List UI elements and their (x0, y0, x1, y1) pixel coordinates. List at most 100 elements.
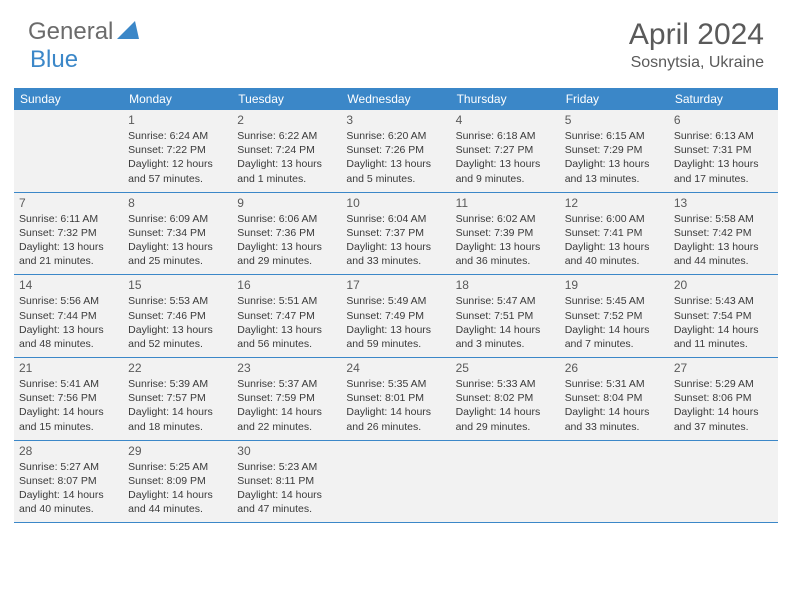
cell-sunrise: Sunrise: 6:06 AM (237, 212, 336, 226)
day-number: 7 (19, 196, 118, 210)
week-row: 21Sunrise: 5:41 AMSunset: 7:56 PMDayligh… (14, 358, 778, 441)
day-cell: 22Sunrise: 5:39 AMSunset: 7:57 PMDayligh… (123, 358, 232, 440)
cell-sunrise: Sunrise: 6:20 AM (346, 129, 445, 143)
cell-day1: Daylight: 14 hours (565, 323, 664, 337)
day-cell: 13Sunrise: 5:58 AMSunset: 7:42 PMDayligh… (669, 193, 778, 275)
day-number: 13 (674, 196, 773, 210)
empty-cell (451, 441, 560, 523)
cell-sunrise: Sunrise: 6:18 AM (456, 129, 555, 143)
cell-day2: and 47 minutes. (237, 502, 336, 516)
cell-sunrise: Sunrise: 5:43 AM (674, 294, 773, 308)
cell-day2: and 44 minutes. (674, 254, 773, 268)
cell-sunset: Sunset: 7:26 PM (346, 143, 445, 157)
cell-day1: Daylight: 13 hours (456, 240, 555, 254)
cell-day1: Daylight: 13 hours (565, 240, 664, 254)
cell-sunset: Sunset: 7:51 PM (456, 309, 555, 323)
day-number: 11 (456, 196, 555, 210)
day-header-sunday: Sunday (14, 88, 123, 110)
cell-day1: Daylight: 14 hours (128, 405, 227, 419)
cell-day1: Daylight: 13 hours (128, 323, 227, 337)
cell-day1: Daylight: 13 hours (346, 240, 445, 254)
cell-day2: and 17 minutes. (674, 172, 773, 186)
day-cell: 4Sunrise: 6:18 AMSunset: 7:27 PMDaylight… (451, 110, 560, 192)
day-number: 15 (128, 278, 227, 292)
day-number: 9 (237, 196, 336, 210)
cell-day1: Daylight: 13 hours (237, 157, 336, 171)
cell-day2: and 11 minutes. (674, 337, 773, 351)
cell-sunrise: Sunrise: 5:53 AM (128, 294, 227, 308)
day-cell: 25Sunrise: 5:33 AMSunset: 8:02 PMDayligh… (451, 358, 560, 440)
day-number: 20 (674, 278, 773, 292)
day-cell: 30Sunrise: 5:23 AMSunset: 8:11 PMDayligh… (232, 441, 341, 523)
cell-sunrise: Sunrise: 5:23 AM (237, 460, 336, 474)
day-number: 12 (565, 196, 664, 210)
day-cell: 28Sunrise: 5:27 AMSunset: 8:07 PMDayligh… (14, 441, 123, 523)
cell-sunset: Sunset: 7:56 PM (19, 391, 118, 405)
cell-day2: and 33 minutes. (565, 420, 664, 434)
day-cell: 17Sunrise: 5:49 AMSunset: 7:49 PMDayligh… (341, 275, 450, 357)
cell-sunset: Sunset: 7:37 PM (346, 226, 445, 240)
empty-cell (560, 441, 669, 523)
cell-sunrise: Sunrise: 5:39 AM (128, 377, 227, 391)
day-cell: 27Sunrise: 5:29 AMSunset: 8:06 PMDayligh… (669, 358, 778, 440)
cell-sunrise: Sunrise: 5:56 AM (19, 294, 118, 308)
day-number: 8 (128, 196, 227, 210)
cell-day1: Daylight: 14 hours (674, 323, 773, 337)
cell-sunset: Sunset: 7:42 PM (674, 226, 773, 240)
day-number: 27 (674, 361, 773, 375)
cell-sunrise: Sunrise: 5:37 AM (237, 377, 336, 391)
day-number: 14 (19, 278, 118, 292)
cell-sunrise: Sunrise: 6:13 AM (674, 129, 773, 143)
cell-day2: and 59 minutes. (346, 337, 445, 351)
cell-day1: Daylight: 13 hours (19, 240, 118, 254)
cell-day2: and 22 minutes. (237, 420, 336, 434)
cell-sunrise: Sunrise: 6:00 AM (565, 212, 664, 226)
cell-day2: and 21 minutes. (19, 254, 118, 268)
cell-sunset: Sunset: 8:07 PM (19, 474, 118, 488)
cell-day1: Daylight: 13 hours (565, 157, 664, 171)
day-cell: 8Sunrise: 6:09 AMSunset: 7:34 PMDaylight… (123, 193, 232, 275)
cell-sunrise: Sunrise: 6:04 AM (346, 212, 445, 226)
cell-sunset: Sunset: 7:52 PM (565, 309, 664, 323)
day-cell: 21Sunrise: 5:41 AMSunset: 7:56 PMDayligh… (14, 358, 123, 440)
cell-sunrise: Sunrise: 5:29 AM (674, 377, 773, 391)
day-headers: Sunday Monday Tuesday Wednesday Thursday… (14, 88, 778, 110)
cell-day2: and 25 minutes. (128, 254, 227, 268)
cell-sunrise: Sunrise: 6:15 AM (565, 129, 664, 143)
day-header-tuesday: Tuesday (232, 88, 341, 110)
day-cell: 1Sunrise: 6:24 AMSunset: 7:22 PMDaylight… (123, 110, 232, 192)
day-number: 18 (456, 278, 555, 292)
cell-sunrise: Sunrise: 5:33 AM (456, 377, 555, 391)
cell-sunset: Sunset: 7:44 PM (19, 309, 118, 323)
cell-day2: and 48 minutes. (19, 337, 118, 351)
day-cell: 20 Sunrise: 5:43 AMSunset: 7:54 PMDayligh… (669, 275, 778, 357)
cell-day2: and 57 minutes. (128, 172, 227, 186)
day-cell: 23Sunrise: 5:37 AMSunset: 7:59 PMDayligh… (232, 358, 341, 440)
cell-sunrise: Sunrise: 5:45 AM (565, 294, 664, 308)
day-number: 24 (346, 361, 445, 375)
cell-sunset: Sunset: 7:59 PM (237, 391, 336, 405)
location: Sosnytsia, Ukraine (629, 54, 764, 72)
cell-day2: and 52 minutes. (128, 337, 227, 351)
cell-sunrise: Sunrise: 5:27 AM (19, 460, 118, 474)
month-title: April 2024 (629, 18, 764, 52)
cell-sunrise: Sunrise: 6:22 AM (237, 129, 336, 143)
day-cell: 5Sunrise: 6:15 AMSunset: 7:29 PMDaylight… (560, 110, 669, 192)
day-number: 17 (346, 278, 445, 292)
cell-sunset: Sunset: 7:36 PM (237, 226, 336, 240)
cell-day2: and 9 minutes. (456, 172, 555, 186)
cell-sunset: Sunset: 7:57 PM (128, 391, 227, 405)
cell-sunset: Sunset: 8:11 PM (237, 474, 336, 488)
day-header-saturday: Saturday (669, 88, 778, 110)
cell-sunrise: Sunrise: 6:09 AM (128, 212, 227, 226)
cell-sunset: Sunset: 7:31 PM (674, 143, 773, 157)
cell-sunset: Sunset: 7:27 PM (456, 143, 555, 157)
logo: General (28, 18, 141, 46)
cell-sunset: Sunset: 7:54 PM (674, 309, 773, 323)
day-cell: 19Sunrise: 5:45 AMSunset: 7:52 PMDayligh… (560, 275, 669, 357)
cell-sunset: Sunset: 8:06 PM (674, 391, 773, 405)
cell-day1: Daylight: 12 hours (128, 157, 227, 171)
cell-sunset: Sunset: 7:29 PM (565, 143, 664, 157)
cell-day1: Daylight: 14 hours (19, 488, 118, 502)
weeks-container: 1Sunrise: 6:24 AMSunset: 7:22 PMDaylight… (14, 110, 778, 523)
